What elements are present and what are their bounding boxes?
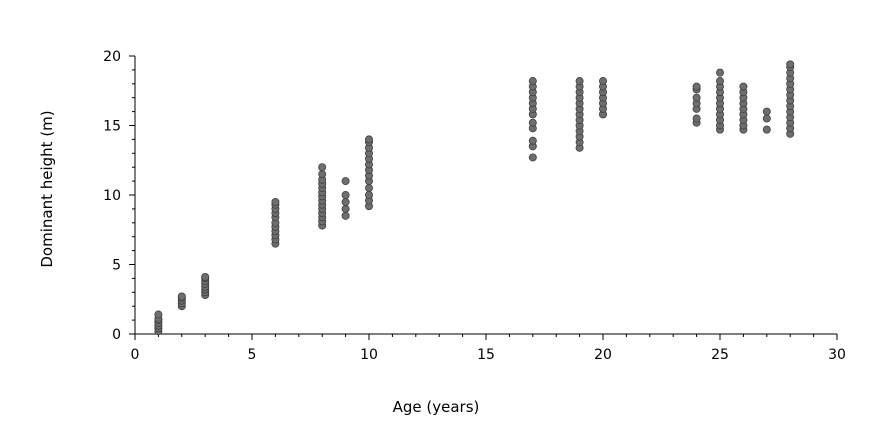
axes: [134, 56, 837, 335]
x-tick-label: 30: [828, 347, 846, 363]
data-point: [528, 118, 537, 127]
data-point: [364, 190, 373, 199]
y-tick-label: 15: [103, 119, 121, 135]
data-point: [341, 190, 350, 199]
x-tick-label: 10: [360, 347, 378, 363]
data-point: [341, 177, 350, 186]
x-tick-label: 15: [477, 347, 495, 363]
y-tick-label: 10: [103, 188, 121, 204]
data-point: [177, 292, 186, 301]
x-tick-label: 20: [594, 347, 612, 363]
data-point: [599, 77, 608, 86]
x-tick-label: 5: [248, 347, 257, 363]
data-point: [762, 114, 771, 123]
y-axis-title: Dominant height (m): [38, 110, 56, 267]
y-ticks: 0 5 10 15 20: [103, 49, 135, 343]
data-point: [528, 77, 537, 86]
x-tick-label: 0: [131, 347, 140, 363]
x-tick-label: 25: [711, 347, 729, 363]
x-axis-title: Age (years): [393, 398, 480, 416]
data-point: [528, 136, 537, 145]
data-point: [201, 273, 210, 282]
data-point: [762, 107, 771, 116]
data-point: [341, 197, 350, 206]
data-point: [318, 170, 327, 179]
data-point: [318, 163, 327, 172]
data-points: [154, 60, 795, 336]
data-point: [762, 125, 771, 134]
data-point: [154, 310, 163, 319]
data-point: [364, 184, 373, 193]
data-point: [271, 197, 280, 206]
y-tick-label: 5: [112, 258, 121, 274]
data-point: [739, 82, 748, 91]
x-ticks: 0 5 10 15 20 25 30: [131, 334, 846, 363]
data-point: [341, 204, 350, 213]
data-point: [364, 135, 373, 144]
y-tick-label: 20: [103, 49, 121, 65]
data-point: [716, 68, 725, 77]
y-tick-label: 0: [112, 327, 121, 343]
data-point: [692, 82, 701, 91]
data-point: [341, 211, 350, 220]
data-point: [575, 77, 584, 86]
data-point: [692, 93, 701, 102]
data-point: [528, 153, 537, 162]
data-point: [692, 114, 701, 123]
data-point: [786, 60, 795, 69]
data-point: [716, 77, 725, 86]
